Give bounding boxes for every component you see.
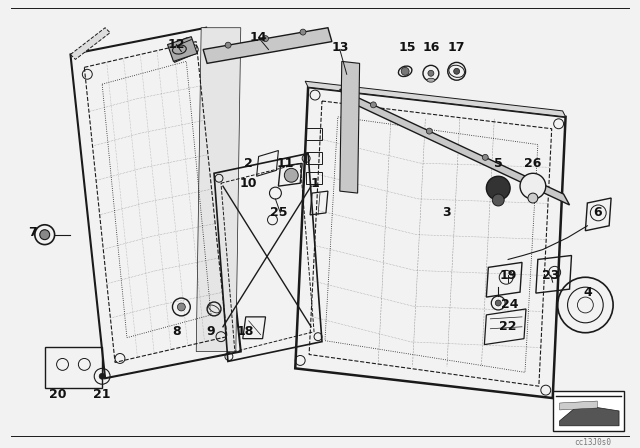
- Text: 13: 13: [331, 41, 349, 54]
- Text: 15: 15: [398, 41, 416, 54]
- Circle shape: [401, 67, 409, 75]
- Polygon shape: [196, 28, 241, 352]
- Polygon shape: [340, 61, 360, 193]
- Text: 17: 17: [448, 41, 465, 54]
- Circle shape: [262, 36, 269, 42]
- Text: 21: 21: [93, 388, 111, 401]
- Circle shape: [426, 128, 432, 134]
- Circle shape: [428, 70, 434, 76]
- Text: 5: 5: [494, 157, 502, 170]
- Text: 10: 10: [240, 177, 257, 190]
- Circle shape: [284, 168, 298, 182]
- Text: 20: 20: [49, 388, 67, 401]
- Bar: [553, 391, 624, 431]
- Polygon shape: [340, 89, 570, 205]
- Circle shape: [492, 194, 504, 206]
- Polygon shape: [203, 28, 332, 63]
- Text: 3: 3: [442, 207, 451, 220]
- Polygon shape: [305, 81, 566, 117]
- Text: 2: 2: [244, 157, 253, 170]
- Circle shape: [300, 29, 306, 35]
- Text: 26: 26: [524, 157, 541, 170]
- Polygon shape: [168, 37, 197, 61]
- Text: cc13J0s0: cc13J0s0: [574, 438, 611, 447]
- Text: 6: 6: [593, 207, 602, 220]
- Text: 4: 4: [583, 286, 592, 299]
- Circle shape: [483, 155, 488, 160]
- Circle shape: [177, 303, 186, 311]
- Circle shape: [528, 193, 538, 203]
- Polygon shape: [559, 401, 597, 410]
- Circle shape: [527, 175, 533, 181]
- Polygon shape: [70, 28, 110, 60]
- Text: 16: 16: [422, 41, 440, 54]
- Text: 19: 19: [499, 269, 517, 282]
- Ellipse shape: [427, 78, 435, 82]
- Text: 18: 18: [237, 325, 255, 338]
- Circle shape: [225, 42, 231, 48]
- Circle shape: [371, 102, 376, 108]
- Text: 14: 14: [250, 31, 268, 44]
- Circle shape: [486, 176, 510, 200]
- Text: 11: 11: [276, 157, 294, 170]
- Circle shape: [495, 300, 501, 306]
- Circle shape: [454, 69, 460, 74]
- Circle shape: [520, 173, 546, 199]
- Circle shape: [99, 373, 105, 379]
- Text: 12: 12: [168, 38, 185, 51]
- Text: 7: 7: [28, 226, 37, 239]
- Text: 8: 8: [172, 325, 180, 338]
- Text: 1: 1: [310, 177, 319, 190]
- Circle shape: [40, 230, 50, 240]
- Text: 24: 24: [501, 298, 519, 311]
- Text: 23: 23: [542, 269, 559, 282]
- Text: 22: 22: [499, 320, 517, 333]
- Text: 9: 9: [207, 325, 216, 338]
- Text: 25: 25: [269, 207, 287, 220]
- Polygon shape: [559, 406, 619, 426]
